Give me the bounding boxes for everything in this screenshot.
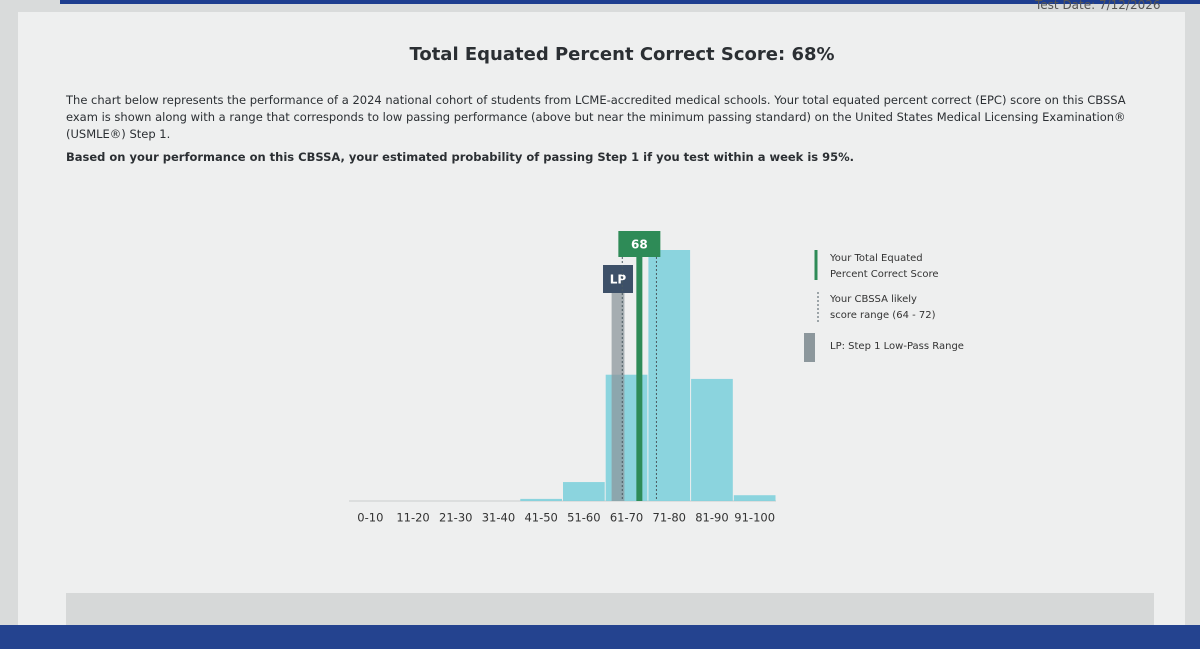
- bar: [691, 378, 733, 501]
- bar: [563, 482, 605, 501]
- title: Total Equated Percent Correct Score: 68%: [409, 44, 835, 65]
- score-line: [636, 257, 643, 501]
- score-label: 68: [631, 238, 648, 252]
- top-bar: [60, 0, 1200, 4]
- x-tick-label: 41-50: [524, 511, 557, 525]
- legend-label: Your CBSSA likely score range (64 - 72): [829, 294, 936, 321]
- bar: [648, 250, 691, 501]
- lp-range: [611, 293, 625, 501]
- x-tick-label: 91-100: [734, 511, 775, 525]
- description: The chart below represents the performan…: [66, 93, 1126, 141]
- x-tick-label: 11-20: [396, 511, 429, 525]
- lp-badge: [603, 265, 634, 293]
- x-tick-label: 61-70: [610, 511, 643, 525]
- x-tick-label: 21-30: [439, 511, 472, 525]
- x-tick-label: 51-60: [567, 511, 600, 525]
- x-tick-label: 0-10: [357, 511, 383, 525]
- bar: [733, 495, 776, 501]
- legend-lp-swatch: [804, 333, 815, 362]
- score-badge: [618, 231, 661, 257]
- test-date: Test Date: 7/12/2026: [1035, 0, 1161, 12]
- bar: [520, 498, 562, 501]
- x-tick-label: 31-40: [482, 511, 515, 525]
- x-tick-label: 71-80: [653, 511, 686, 525]
- legend-label: Your Total Equated Percent Correct Score: [829, 253, 939, 280]
- lp-label: LP: [610, 273, 627, 287]
- x-tick-label: 81-90: [695, 511, 728, 525]
- footer-panel: [66, 593, 1154, 625]
- bottom-bar: [0, 625, 1200, 649]
- probability: Based on your performance on this CBSSA,…: [66, 150, 855, 164]
- legend-label: LP: Step 1 Low-Pass Range: [830, 341, 964, 352]
- report-card: [18, 12, 1185, 625]
